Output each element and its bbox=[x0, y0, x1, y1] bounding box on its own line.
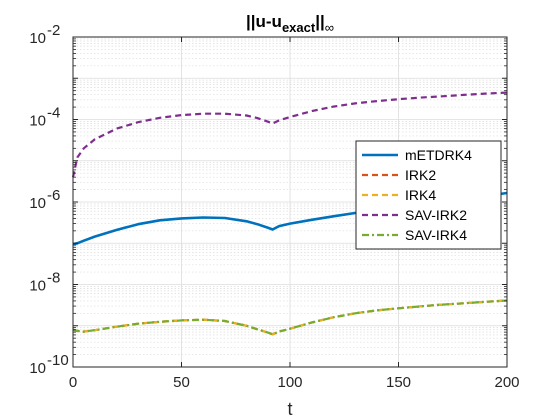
chart-title-prefix: ||u-u bbox=[246, 12, 282, 31]
y-tick-mantissa: 10 bbox=[29, 360, 46, 377]
series-line-sav-irk2 bbox=[71, 91, 508, 178]
y-tick-label: 10 bbox=[29, 278, 46, 295]
x-tick-label: 0 bbox=[69, 374, 77, 391]
x-tick-label: 100 bbox=[277, 374, 302, 391]
chart-title-suffix: || bbox=[315, 12, 325, 31]
y-tick-mantissa: 10 bbox=[29, 195, 46, 212]
chart-title: ||u-uexact||∞ bbox=[246, 12, 334, 35]
series-line-sav-irk4 bbox=[72, 299, 508, 336]
legend-label: IRK4 bbox=[405, 187, 436, 203]
x-axis-label: t bbox=[287, 399, 292, 419]
y-tick-exponent: -10 bbox=[47, 352, 69, 369]
x-tick-label: 200 bbox=[494, 374, 519, 391]
y-tick-exponent: -2 bbox=[47, 22, 60, 39]
legend-label: SAV-IRK2 bbox=[405, 207, 467, 223]
legend-label: IRK2 bbox=[405, 167, 436, 183]
x-tick-label: 150 bbox=[386, 374, 411, 391]
legend-label: SAV-IRK4 bbox=[405, 227, 467, 243]
x-tick-label: 50 bbox=[173, 374, 190, 391]
y-tick-label: 10 bbox=[29, 30, 46, 47]
y-tick-label: 10 bbox=[29, 113, 46, 130]
y-tick-exponent: -6 bbox=[47, 187, 60, 204]
legend-label: mETDRK4 bbox=[405, 147, 472, 163]
chart-title-subscript: exact bbox=[282, 20, 316, 35]
y-tick-mantissa: 10 bbox=[29, 30, 46, 47]
y-tick-mantissa: 10 bbox=[29, 113, 46, 130]
axis-ticks bbox=[72, 36, 508, 368]
y-tick-exponent: -8 bbox=[47, 270, 60, 287]
y-tick-label: 10 bbox=[29, 360, 46, 377]
y-tick-exponent: -4 bbox=[47, 105, 60, 122]
y-tick-label: 10 bbox=[29, 195, 46, 212]
legend-box bbox=[355, 140, 502, 250]
y-tick-mantissa: 10 bbox=[29, 278, 46, 295]
legend: mETDRK4 IRK2 IRK4 SAV-IRK2 SAV-IRK4 bbox=[355, 140, 502, 250]
chart-title-infinity: ∞ bbox=[325, 20, 334, 35]
